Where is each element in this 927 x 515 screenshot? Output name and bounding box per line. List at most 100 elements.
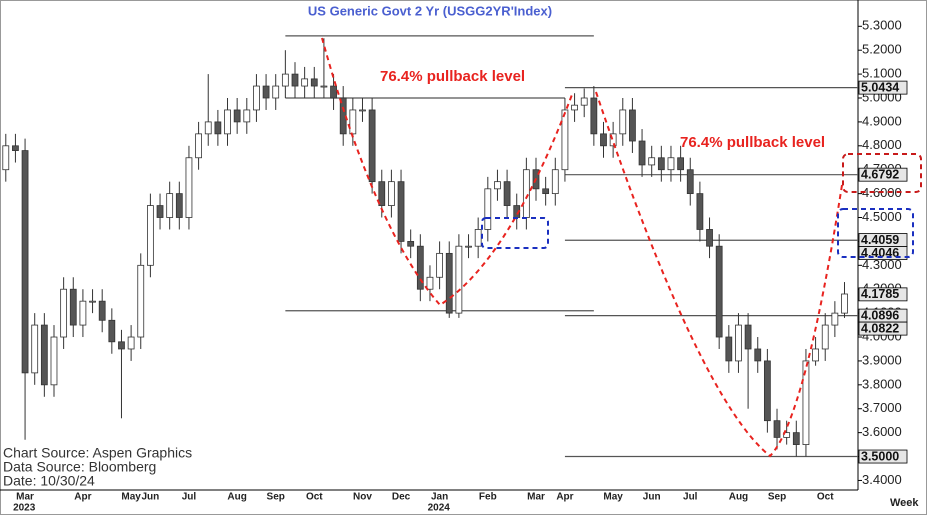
y-tick-label: 3.6000: [862, 424, 902, 439]
candle-body: [291, 73, 299, 87]
candle-body: [310, 78, 318, 87]
candle-body: [629, 109, 636, 142]
candle-body: [580, 97, 588, 106]
candle-body: [89, 300, 96, 303]
x-tick-label: Jul: [683, 492, 698, 503]
candle-body: [551, 169, 559, 195]
overlay: [321, 37, 922, 458]
candle-body: [783, 432, 791, 438]
price-label-box: [858, 321, 908, 336]
x-tick-label: Sep: [768, 492, 786, 503]
candle-body: [657, 157, 665, 171]
y-tick-label: 3.7000: [862, 400, 902, 415]
candle-body: [147, 205, 154, 266]
candle-body: [754, 348, 762, 362]
x-tick-label: Aug: [227, 492, 246, 503]
x-tick-label: Oct: [817, 492, 834, 503]
candle-body: [330, 85, 337, 99]
candle-body: [359, 109, 366, 112]
candle-body: [744, 324, 752, 350]
candle-body: [696, 193, 704, 230]
y-tick-label: 4.8000: [862, 137, 902, 152]
x-tick-label: Aug: [729, 492, 748, 503]
candle-body: [156, 205, 164, 218]
price-label: 4.6792: [861, 167, 899, 181]
candle-body: [118, 341, 125, 350]
candle-body: [243, 109, 251, 123]
candle-body: [706, 229, 713, 247]
candle-body: [600, 133, 607, 147]
highlight-box: [837, 208, 914, 258]
candle-body: [79, 300, 87, 326]
candle-body: [436, 252, 443, 278]
candle-body: [253, 85, 260, 111]
source: Data Source: Bloomberg: [3, 459, 156, 475]
y-tick-label: 5.3000: [862, 18, 902, 33]
candle-body: [773, 420, 781, 438]
candle-body: [320, 85, 328, 88]
x-tick-label: Mar: [16, 492, 34, 503]
candle-body: [69, 288, 77, 326]
candle-body: [474, 229, 482, 247]
price-label: 3.5000: [861, 449, 899, 463]
candle-body: [831, 312, 839, 326]
candle-body: [137, 264, 145, 338]
candle-body: [21, 150, 29, 374]
candle-body: [686, 169, 694, 195]
candle-body: [484, 188, 492, 230]
year-label: 2024: [428, 503, 451, 514]
candle-body: [609, 133, 617, 147]
candle-body: [590, 97, 598, 135]
candle-body: [542, 188, 550, 195]
x-tick-label: Apr: [74, 492, 91, 503]
x-tick-label: May: [603, 492, 623, 503]
highlight-box: [481, 217, 549, 249]
candle-body: [31, 324, 39, 374]
candle-body: [465, 245, 472, 248]
candle-body: [715, 245, 723, 338]
source: Date: 10/30/24: [3, 473, 95, 489]
candle-body: [397, 181, 405, 242]
candle-body: [648, 157, 656, 166]
candle-body: [224, 109, 231, 135]
candle-body: [50, 336, 58, 386]
x-tick-label: May: [121, 492, 141, 503]
y-tick-label: 4.9000: [862, 113, 902, 128]
y-tick-label: 3.4000: [862, 472, 902, 487]
x-tick-label: Jul: [182, 492, 197, 503]
price-label: 5.0434: [861, 80, 899, 94]
price-label-box: [858, 80, 908, 95]
price-label: 4.0896: [861, 308, 899, 322]
highlight-box: [842, 153, 922, 193]
x-tick-label: Apr: [556, 492, 573, 503]
candle-body: [349, 109, 357, 135]
y-tick-label: 3.8000: [862, 376, 902, 391]
x-tick-label: Feb: [479, 492, 497, 503]
candle-body: [561, 109, 569, 171]
candle-body: [281, 73, 289, 87]
candle-body: [98, 300, 106, 321]
chart-title: US Generic Govt 2 Yr (USGG2YR'Index): [308, 3, 552, 18]
candle-body: [388, 181, 395, 206]
source: Chart Source: Aspen Graphics: [3, 445, 192, 461]
candle-body: [522, 169, 530, 218]
candle-body: [60, 288, 68, 338]
candle-body: [416, 245, 424, 290]
candle-body: [108, 319, 116, 343]
candle-body: [677, 157, 685, 171]
x-tick-label: Jun: [643, 492, 661, 503]
candle-body: [455, 245, 463, 314]
y-tick-label: 4.3000: [862, 257, 902, 272]
candle-body: [166, 193, 174, 218]
candle-body: [2, 145, 10, 171]
candle-body: [725, 336, 733, 362]
price-label: 4.1785: [861, 287, 899, 301]
candle-body: [272, 85, 280, 99]
y-tick-label: 5.1000: [862, 66, 902, 81]
x-tick-label: Jun: [142, 492, 160, 503]
price-label-box: [858, 449, 908, 464]
candle-body: [195, 133, 202, 159]
candle-body: [821, 324, 829, 350]
candle-body: [638, 140, 646, 166]
